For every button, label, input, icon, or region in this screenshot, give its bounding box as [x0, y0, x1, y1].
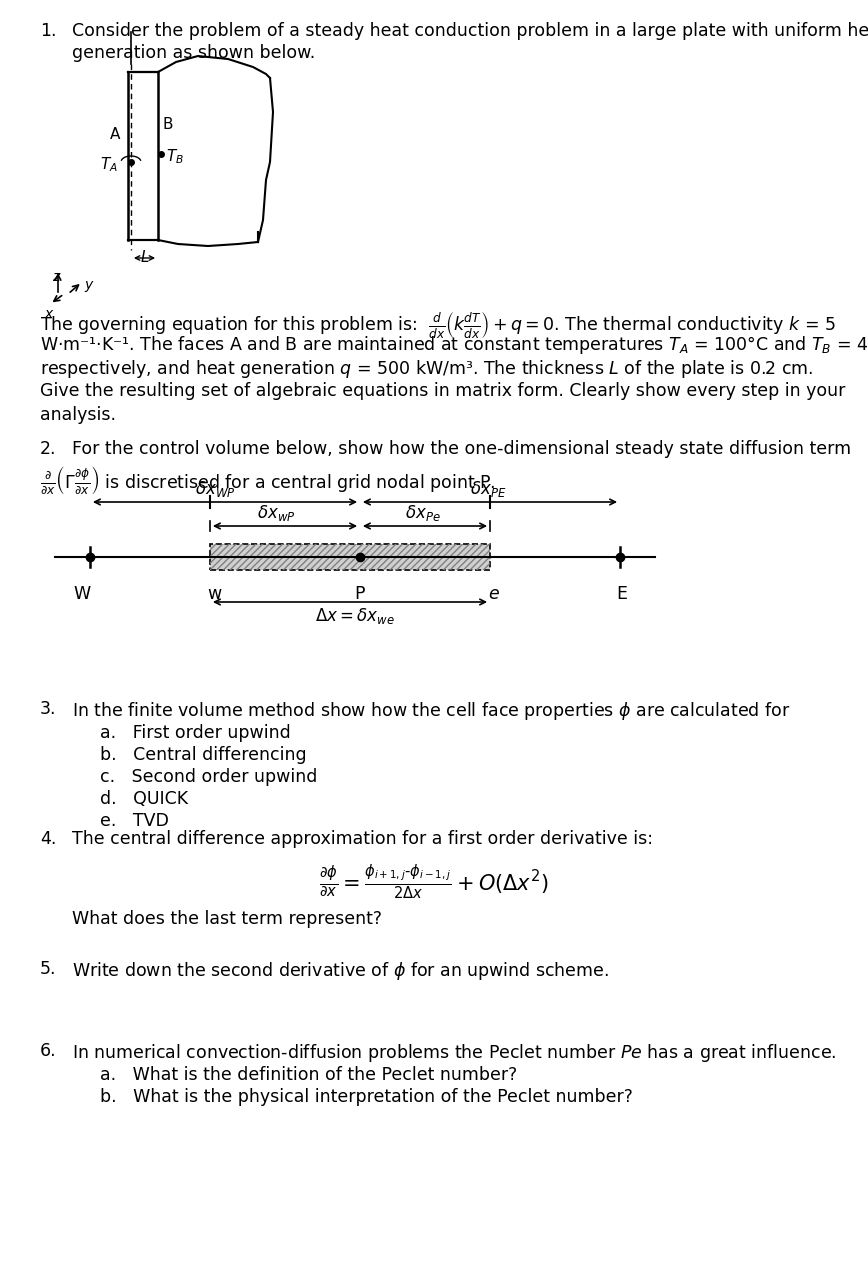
Text: For the control volume below, show how the one-dimensional steady state diffusio: For the control volume below, show how t…	[72, 440, 852, 458]
Text: b.   What is the physical interpretation of the Peclet number?: b. What is the physical interpretation o…	[100, 1088, 633, 1106]
Text: $\Delta x = \delta x_{we}$: $\Delta x = \delta x_{we}$	[315, 606, 395, 626]
Text: e.   TVD: e. TVD	[100, 811, 169, 829]
Text: L: L	[141, 249, 149, 265]
Bar	[210, 544, 490, 570]
Text: $T_A$: $T_A$	[100, 156, 118, 174]
Text: $\delta x_{wP}$: $\delta x_{wP}$	[257, 503, 295, 523]
Text: w: w	[207, 585, 221, 603]
Text: $\frac{\partial\phi}{\partial x} = \frac{\phi_{i+1,j}\text{-}\phi_{i-1,j}}{2\Del: $\frac{\partial\phi}{\partial x} = \frac…	[319, 862, 549, 901]
Text: $T_B$: $T_B$	[166, 147, 184, 166]
Text: B: B	[163, 117, 174, 132]
Text: 1.: 1.	[40, 22, 56, 40]
Text: $\frac{\partial}{\partial x}\left(\Gamma\frac{\partial\phi}{\partial x}\right)$ : $\frac{\partial}{\partial x}\left(\Gamma…	[40, 464, 496, 495]
Bar	[210, 544, 490, 570]
Text: x: x	[44, 307, 52, 322]
Text: P: P	[355, 585, 365, 603]
Text: a.   First order upwind: a. First order upwind	[100, 724, 291, 742]
Text: E: E	[616, 585, 628, 603]
Text: respectively, and heat generation $q$ = 500 kW/m³. The thickness $L$ of the plat: respectively, and heat generation $q$ = …	[40, 358, 813, 379]
Text: 2.: 2.	[40, 440, 56, 458]
Text: y: y	[84, 278, 92, 292]
Text: analysis.: analysis.	[40, 406, 116, 424]
Text: A: A	[110, 127, 121, 141]
Text: W: W	[74, 585, 90, 603]
Text: In the finite volume method show how the cell face properties $\phi$ are calcula: In the finite volume method show how the…	[72, 700, 791, 721]
Text: Give the resulting set of algebraic equations in matrix form. Clearly show every: Give the resulting set of algebraic equa…	[40, 382, 845, 400]
Text: Write down the second derivative of $\phi$ for an upwind scheme.: Write down the second derivative of $\ph…	[72, 961, 609, 983]
Text: W·m⁻¹·K⁻¹. The faces A and B are maintained at constant temperatures $T_A$ = 100: W·m⁻¹·K⁻¹. The faces A and B are maintai…	[40, 334, 868, 356]
Text: What does the last term represent?: What does the last term represent?	[72, 910, 382, 928]
Text: d.   QUICK: d. QUICK	[100, 790, 188, 808]
Text: 3.: 3.	[40, 700, 56, 718]
Text: c.   Second order upwind: c. Second order upwind	[100, 768, 318, 786]
Text: $\delta x_{PE}$: $\delta x_{PE}$	[470, 478, 506, 499]
Text: $\delta x_{WP}$: $\delta x_{WP}$	[195, 478, 235, 499]
Text: 6.: 6.	[40, 1042, 56, 1060]
Text: 4.: 4.	[40, 829, 56, 847]
Text: The central difference approximation for a first order derivative is:: The central difference approximation for…	[72, 829, 653, 847]
Text: In numerical convection-diffusion problems the Peclet number $Pe$ has a great in: In numerical convection-diffusion proble…	[72, 1042, 837, 1064]
Text: z: z	[52, 270, 59, 284]
Text: The governing equation for this problem is:  $\frac{d}{dx}\left(k\frac{dT}{dx}\r: The governing equation for this problem …	[40, 310, 836, 340]
Text: $\delta x_{Pe}$: $\delta x_{Pe}$	[405, 503, 441, 523]
Text: Consider the problem of a steady heat conduction problem in a large plate with u: Consider the problem of a steady heat co…	[72, 22, 868, 40]
Text: 5.: 5.	[40, 961, 56, 977]
Text: generation as shown below.: generation as shown below.	[72, 44, 315, 62]
Text: e: e	[489, 585, 499, 603]
Text: a.   What is the definition of the Peclet number?: a. What is the definition of the Peclet …	[100, 1066, 517, 1084]
Text: b.   Central differencing: b. Central differencing	[100, 746, 306, 764]
